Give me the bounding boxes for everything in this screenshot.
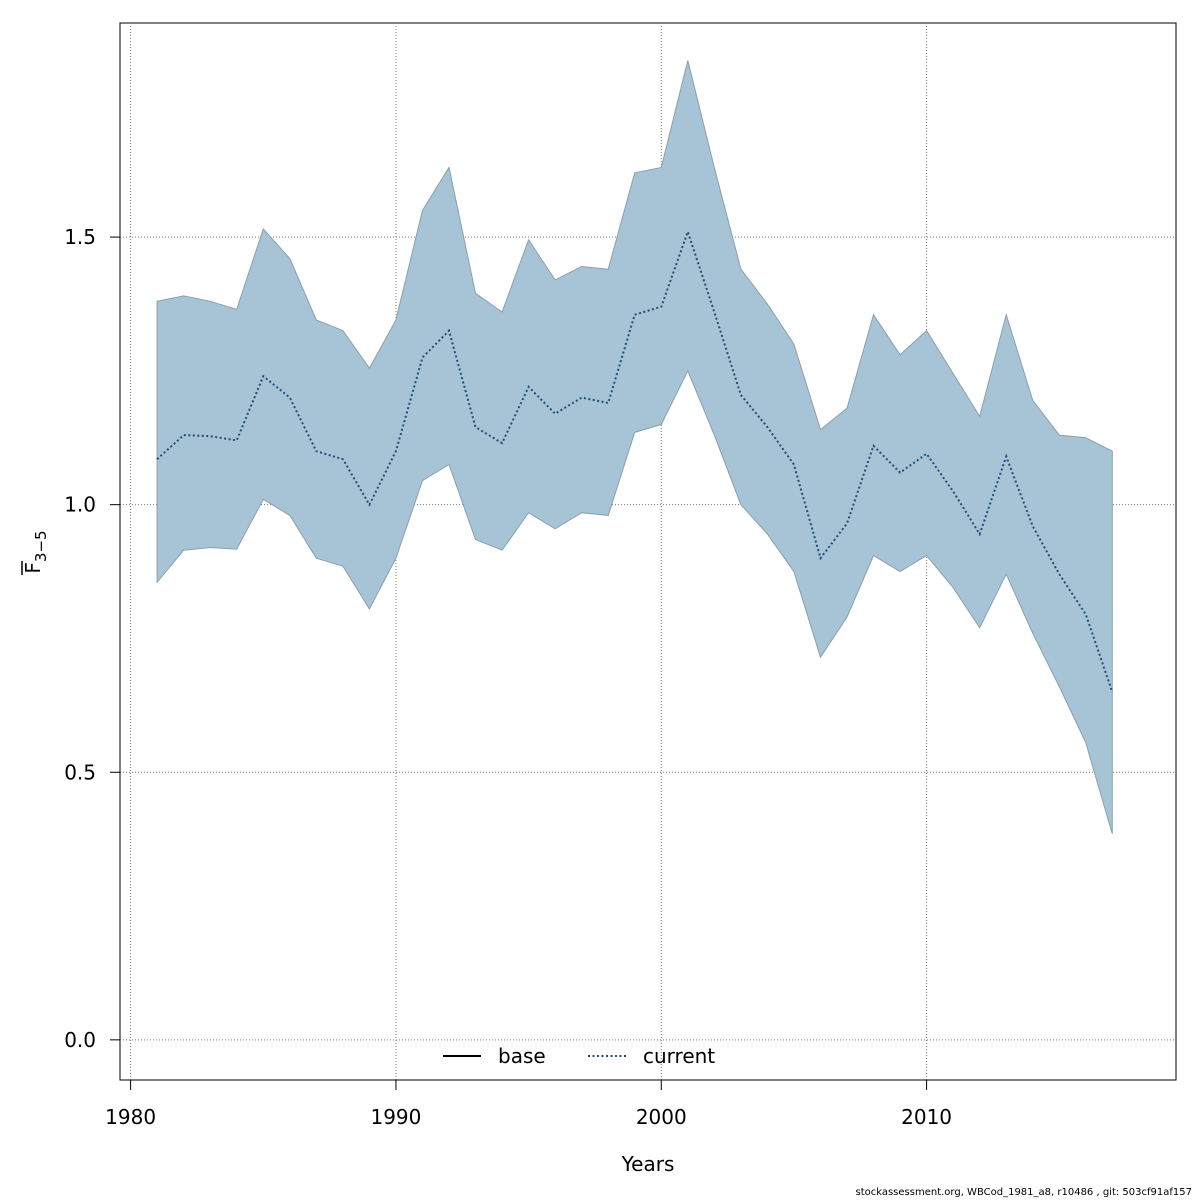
y-tick-label-0.0: 0.0 bbox=[64, 1028, 96, 1052]
y-axis-title: F3−5 bbox=[21, 530, 50, 575]
svg-text:F3−5: F3−5 bbox=[21, 530, 50, 573]
y-tick-label-1.0: 1.0 bbox=[64, 493, 96, 517]
axes: 1980 1990 2000 2010 0.0 0.5 1.0 1.5 bbox=[64, 225, 952, 1129]
x-tick-label-2010: 2010 bbox=[901, 1105, 952, 1129]
y-axis-title-subscript: 3−5 bbox=[32, 530, 50, 562]
confidence-band bbox=[156, 60, 1113, 834]
x-tick-label-2000: 2000 bbox=[636, 1105, 687, 1129]
footer-caption: stockassessment.org, WBCod_1981_a8, r104… bbox=[855, 1187, 1192, 1198]
y-tick-label-1.5: 1.5 bbox=[64, 225, 96, 249]
legend: base current bbox=[443, 1044, 715, 1068]
series-line-current bbox=[156, 228, 1114, 693]
y-axis-title-main: F bbox=[21, 562, 45, 574]
legend-label-current: current bbox=[643, 1044, 715, 1068]
x-tick-label-1980: 1980 bbox=[105, 1105, 156, 1129]
x-axis-title: Years bbox=[621, 1152, 675, 1176]
legend-label-base: base bbox=[498, 1044, 546, 1068]
x-tick-label-1990: 1990 bbox=[370, 1105, 421, 1129]
series-lines bbox=[156, 228, 1114, 693]
y-tick-label-0.5: 0.5 bbox=[64, 760, 96, 784]
